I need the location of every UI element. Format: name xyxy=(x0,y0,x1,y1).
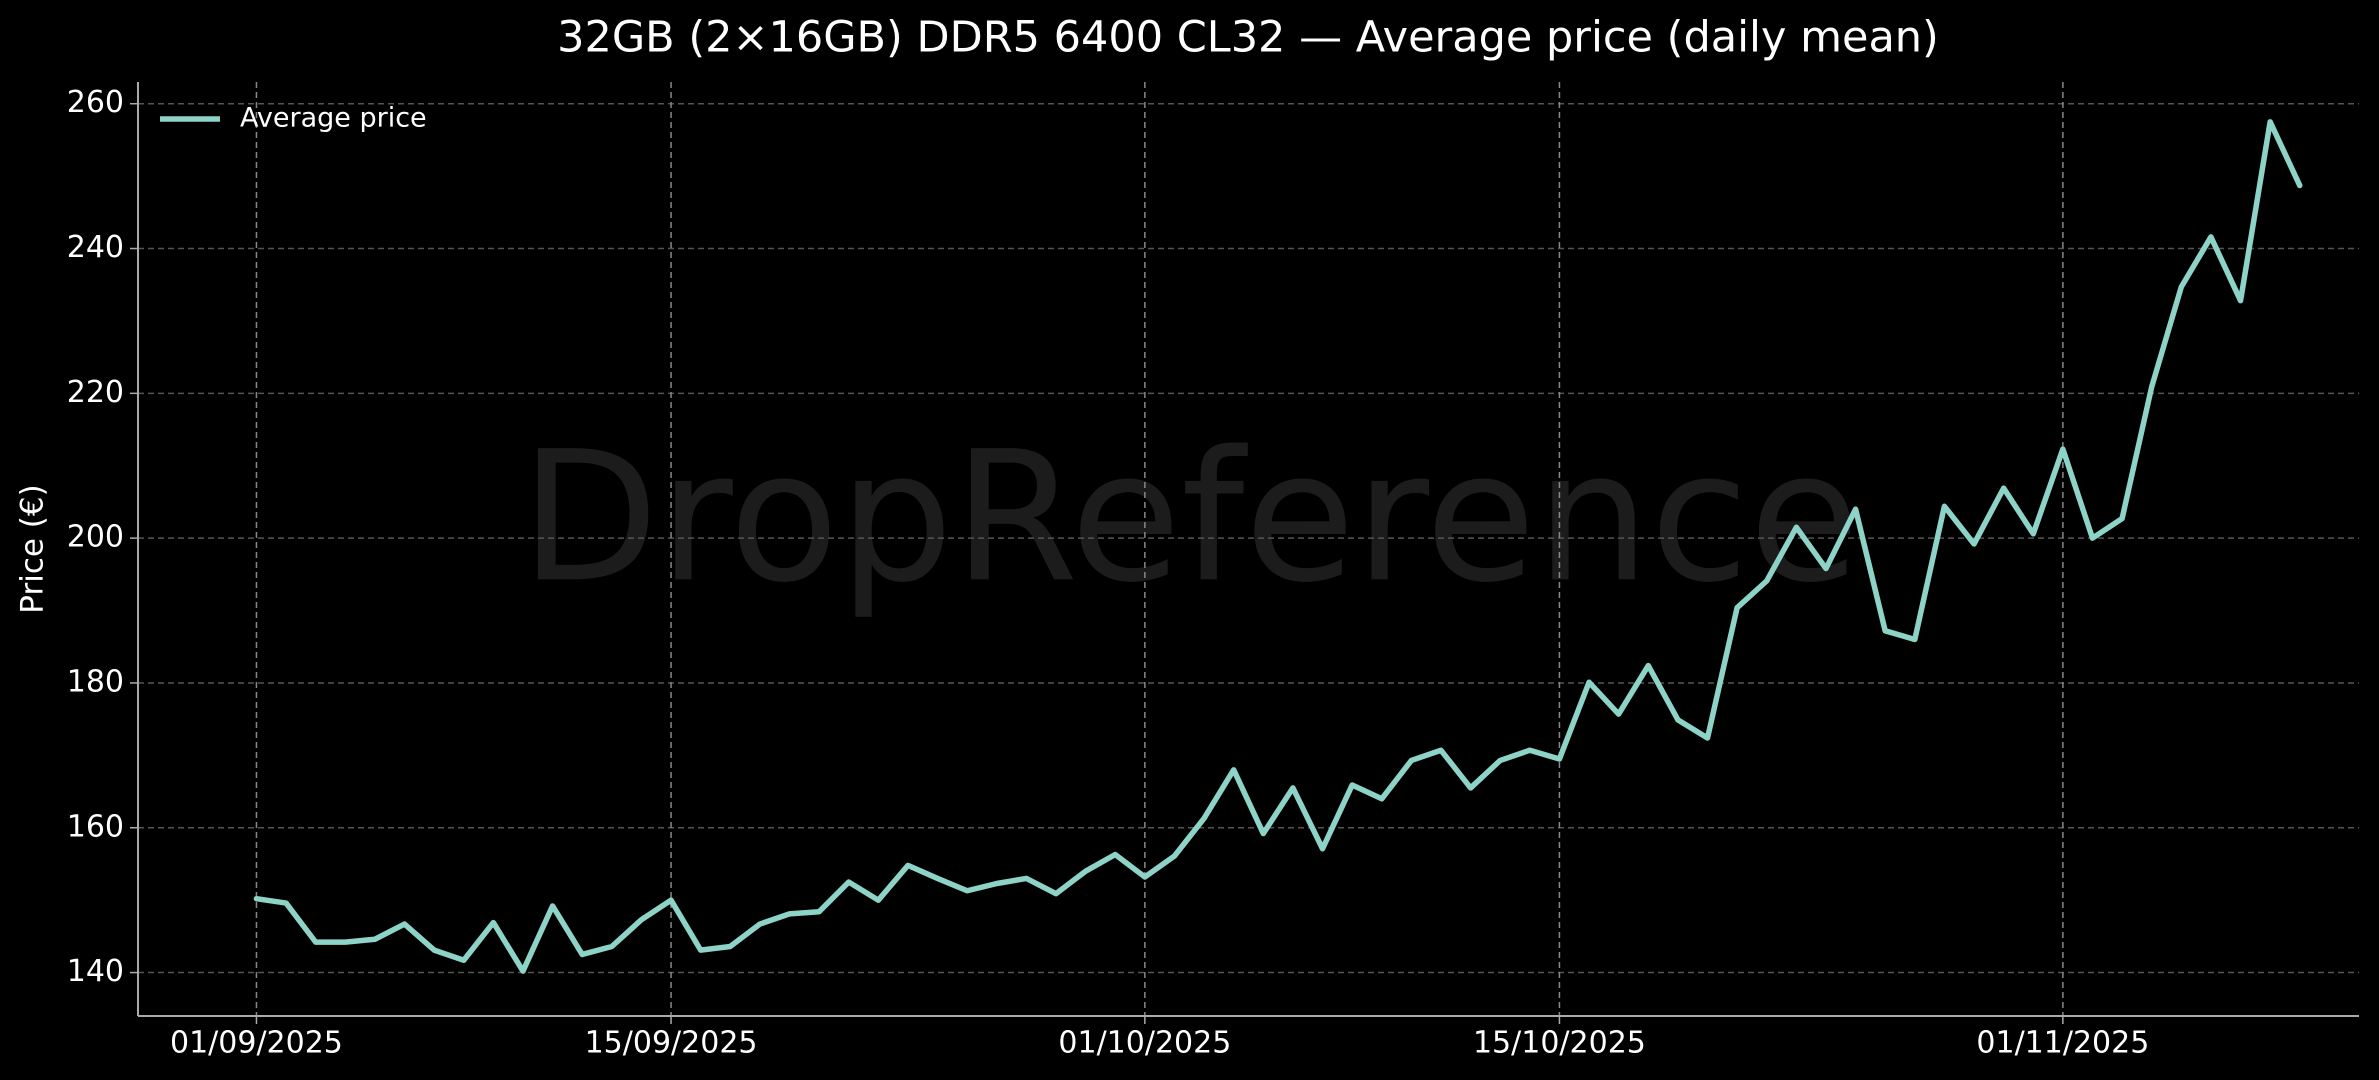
y-tick-label: 240 xyxy=(67,230,124,265)
y-tick-label: 260 xyxy=(67,85,124,120)
y-tick-label: 180 xyxy=(67,664,124,699)
x-tick-label: 15/09/2025 xyxy=(585,1026,758,1061)
line-series xyxy=(253,119,2303,974)
y-tick-label: 140 xyxy=(67,954,124,989)
y-axis-label: Price (€) xyxy=(15,484,51,613)
chart-title: 32GB (2×16GB) DDR5 6400 CL32 — Average p… xyxy=(557,13,1939,63)
legend-label: Average price xyxy=(240,103,427,134)
y-tick-label: 200 xyxy=(67,520,124,555)
watermark: DropReference xyxy=(520,413,1859,622)
x-tick-label: 01/09/2025 xyxy=(170,1026,343,1061)
x-tick-label: 01/10/2025 xyxy=(1058,1026,1231,1061)
y-tick-label: 220 xyxy=(67,375,124,410)
x-tick-label: 01/11/2025 xyxy=(1976,1026,2149,1061)
x-tick-label: 15/10/2025 xyxy=(1473,1026,1646,1061)
y-tick-label: 160 xyxy=(67,809,124,844)
